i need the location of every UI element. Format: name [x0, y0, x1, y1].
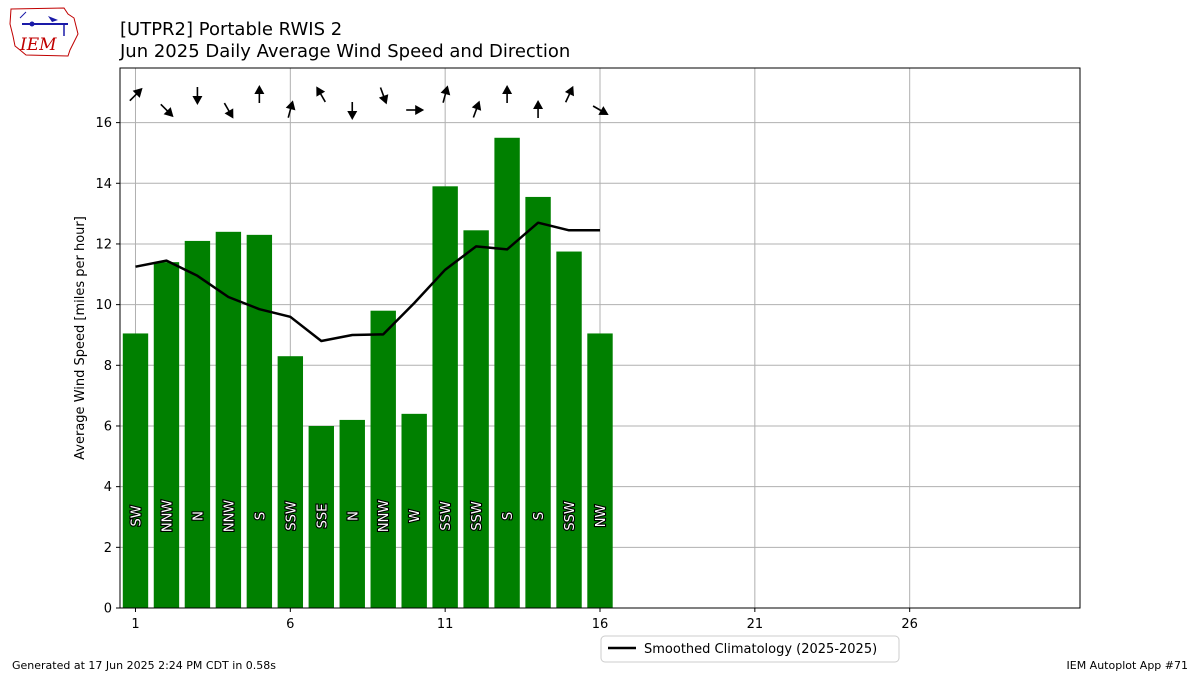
- wind-arrow-day-3: [192, 87, 203, 105]
- direction-label-day-9: NNW: [377, 500, 392, 532]
- bar-day-7: [308, 425, 334, 608]
- x-tick-label: 16: [592, 617, 609, 632]
- wind-arrow-head: [598, 106, 609, 115]
- iem-logo: IEM: [9, 7, 79, 57]
- climatology-line-group: [135, 221, 600, 343]
- wind-arrow-head: [440, 85, 451, 96]
- wind-arrow-day-1: [129, 87, 143, 102]
- wind-arrow-day-12: [471, 100, 482, 118]
- wind-arrow-day-11: [440, 85, 451, 103]
- wind-arrow-head: [502, 85, 513, 94]
- wind-arrow-day-9: [378, 87, 389, 105]
- y-tick-label: 2: [104, 541, 112, 556]
- bar-day-6: [277, 356, 304, 608]
- wind-arrow-head: [192, 96, 203, 105]
- wind-arrow-head: [378, 94, 389, 105]
- wind-arrow-day-15: [564, 85, 574, 103]
- bar-day-1: [122, 333, 149, 608]
- y-tick-label: 12: [95, 237, 112, 252]
- app-credit: IEM Autoplot App #71: [1066, 659, 1189, 672]
- y-tick-label: 10: [95, 298, 112, 313]
- legend-label: Smoothed Climatology (2025-2025): [644, 642, 877, 657]
- direction-label-day-15: SSW: [563, 501, 578, 531]
- bar-day-9: [370, 310, 396, 608]
- direction-label-day-16: NW: [594, 505, 609, 528]
- legend-box: [600, 635, 900, 663]
- bar-day-16: [587, 333, 613, 608]
- chart-title: [UTPR2] Portable RWIS 2: [120, 19, 342, 40]
- direction-label-day-2: NNW: [160, 500, 175, 532]
- direction-label-day-11: SSW: [439, 501, 454, 531]
- direction-label-day-4: NNW: [222, 500, 237, 532]
- bar-day-5: [246, 234, 273, 608]
- bar-day-13: [494, 137, 520, 609]
- wind-arrow-day-5: [254, 85, 265, 103]
- wind-arrow-day-6: [285, 100, 296, 118]
- wind-arrow-head: [564, 85, 574, 97]
- y-axis-label: Average Wind Speed [miles per hour]: [73, 216, 88, 460]
- bar-day-11: [432, 186, 458, 608]
- climatology-line: [135, 221, 600, 343]
- x-tick-label: 11: [437, 617, 454, 632]
- x-tick-label: 26: [901, 617, 918, 632]
- wind-arrow-day-13: [502, 85, 513, 103]
- wind-arrow-day-10: [406, 105, 425, 115]
- y-tick-label: 4: [104, 480, 112, 495]
- wind-arrow-day-14: [533, 100, 544, 118]
- direction-label-day-3: N: [191, 511, 206, 521]
- x-tick-label: 21: [747, 617, 764, 632]
- bar-day-8: [339, 419, 365, 608]
- y-tick-label: 16: [95, 116, 112, 131]
- wind-arrow-head: [285, 100, 296, 111]
- wind-arrow-head: [254, 85, 265, 94]
- chart-subtitle: Jun 2025 Daily Average Wind Speed and Di…: [119, 41, 570, 62]
- bar-day-15: [556, 251, 582, 609]
- direction-label-day-10: W: [408, 509, 423, 522]
- direction-label-day-14: S: [532, 512, 547, 520]
- x-tick-label: 1: [131, 617, 139, 632]
- wind-arrow-head: [316, 86, 326, 97]
- iem-logo-text: IEM: [19, 35, 57, 55]
- bar-day-3: [184, 240, 211, 609]
- direction-label-day-6: SSW: [284, 501, 299, 531]
- wind-arrow-day-16: [592, 105, 609, 115]
- y-tick-label: 8: [104, 359, 112, 374]
- direction-label-day-7: SSE: [315, 504, 330, 529]
- direction-label-day-12: SSW: [470, 501, 485, 531]
- bars: [122, 137, 613, 609]
- generated-timestamp: Generated at 17 Jun 2025 2:24 PM CDT in …: [12, 659, 277, 672]
- y-tick-label: 6: [104, 419, 112, 434]
- legend: Smoothed Climatology (2025-2025): [600, 635, 900, 663]
- wind-arrow-head: [533, 100, 544, 109]
- wind-arrow-head: [415, 105, 425, 115]
- bar-day-4: [215, 231, 242, 608]
- wind-arrow-head: [471, 100, 482, 111]
- bar-day-12: [463, 230, 489, 608]
- direction-label-day-8: N: [346, 511, 361, 521]
- x-tick-label: 6: [286, 617, 294, 632]
- wind-arrow-day-4: [223, 102, 234, 119]
- wind-arrow-day-7: [316, 86, 326, 103]
- direction-labels: SW NNW N NNW S SSW SSE N NNW W SSW SSW S S SSW NW: [128, 499, 610, 534]
- direction-label-day-5: S: [253, 512, 268, 520]
- direction-label-day-1: SW: [129, 505, 144, 526]
- bar-day-10: [401, 413, 427, 608]
- wind-arrow-head: [132, 87, 143, 98]
- wind-arrow-head: [224, 108, 234, 119]
- wind-arrow-head: [347, 111, 358, 120]
- wind-arrow-head: [163, 107, 174, 118]
- bar-day-2: [153, 262, 180, 608]
- wind-arrow-day-2: [160, 103, 174, 118]
- y-tick-label: 0: [104, 602, 112, 617]
- direction-label-day-13: S: [501, 512, 516, 520]
- bar-day-14: [525, 196, 551, 608]
- y-tick-label: 14: [95, 177, 112, 192]
- wind-arrows: [129, 85, 609, 120]
- wind-arrow-day-8: [347, 102, 358, 120]
